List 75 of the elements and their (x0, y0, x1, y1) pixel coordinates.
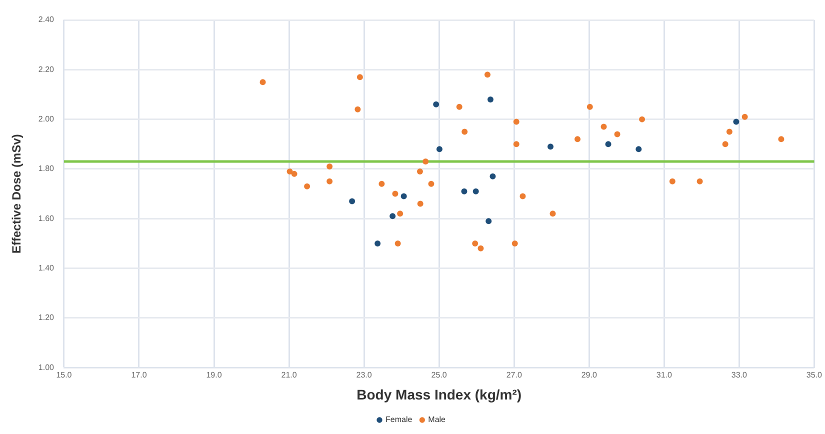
legend-label: Female (385, 415, 413, 424)
point (472, 188, 479, 194)
point (436, 146, 442, 152)
point (390, 213, 396, 220)
point (520, 193, 526, 200)
point (487, 96, 494, 102)
point (639, 116, 646, 122)
point (461, 188, 468, 194)
point (484, 72, 490, 78)
point (512, 240, 518, 246)
point (416, 168, 423, 174)
x-tick-label: 23.0 (356, 370, 372, 380)
y-tick-label: 2.40 (38, 15, 55, 24)
legend-label: Male (428, 415, 446, 424)
point (417, 200, 424, 207)
point (394, 240, 401, 246)
point (422, 158, 429, 165)
point (354, 106, 361, 112)
point (742, 114, 748, 120)
point (548, 144, 554, 150)
x-tick-label: 17.0 (131, 370, 148, 380)
point (326, 178, 333, 184)
point (586, 104, 593, 110)
y-tick-label: 1.00 (38, 362, 55, 372)
point (356, 74, 363, 80)
y-tick-label: 2.20 (38, 64, 55, 74)
point (636, 146, 642, 152)
point (326, 163, 333, 170)
point (397, 210, 404, 217)
point (513, 141, 520, 148)
point (669, 178, 676, 184)
x-tick-label: 21.0 (281, 370, 298, 380)
x-tick-label: 15.0 (56, 370, 72, 380)
point (726, 128, 732, 135)
point (722, 141, 728, 148)
y-tick-label: 2.00 (38, 114, 55, 124)
x-tick-label: 19.0 (206, 370, 222, 380)
point (286, 168, 293, 174)
point (260, 79, 266, 86)
point (600, 124, 607, 130)
point (291, 170, 298, 177)
point (778, 136, 784, 142)
x-axis-title: Body Mass Index (kg/m²) (356, 386, 522, 402)
point (378, 180, 385, 187)
y-tick-label: 1.20 (38, 313, 55, 322)
point (478, 245, 484, 252)
y-tick-label: 1.60 (38, 214, 55, 223)
point (486, 218, 492, 224)
point (490, 173, 496, 180)
point (400, 193, 407, 200)
point (456, 104, 462, 110)
point (574, 136, 581, 142)
x-tick-label: 29.0 (581, 370, 598, 380)
point (462, 128, 468, 135)
point (733, 118, 740, 125)
point (428, 180, 434, 187)
point (614, 131, 620, 138)
point (304, 183, 310, 190)
y-tick-label: 1.40 (38, 263, 55, 272)
point (433, 101, 440, 108)
x-tick-label: 27.0 (506, 370, 522, 380)
x-tick-label: 31.0 (656, 370, 672, 380)
y-axis-title: Effective Dose (mSv) (10, 134, 24, 254)
y-tick-label: 1.80 (38, 164, 55, 174)
x-tick-label: 33.0 (731, 370, 748, 380)
point (472, 240, 478, 246)
point (374, 240, 381, 246)
point (513, 118, 520, 125)
point (392, 190, 398, 197)
x-tick-label: 25.0 (431, 370, 448, 380)
point (605, 141, 612, 148)
point (550, 210, 556, 217)
point (696, 178, 703, 184)
point (349, 198, 356, 204)
x-tick-label: 35.0 (806, 370, 823, 380)
